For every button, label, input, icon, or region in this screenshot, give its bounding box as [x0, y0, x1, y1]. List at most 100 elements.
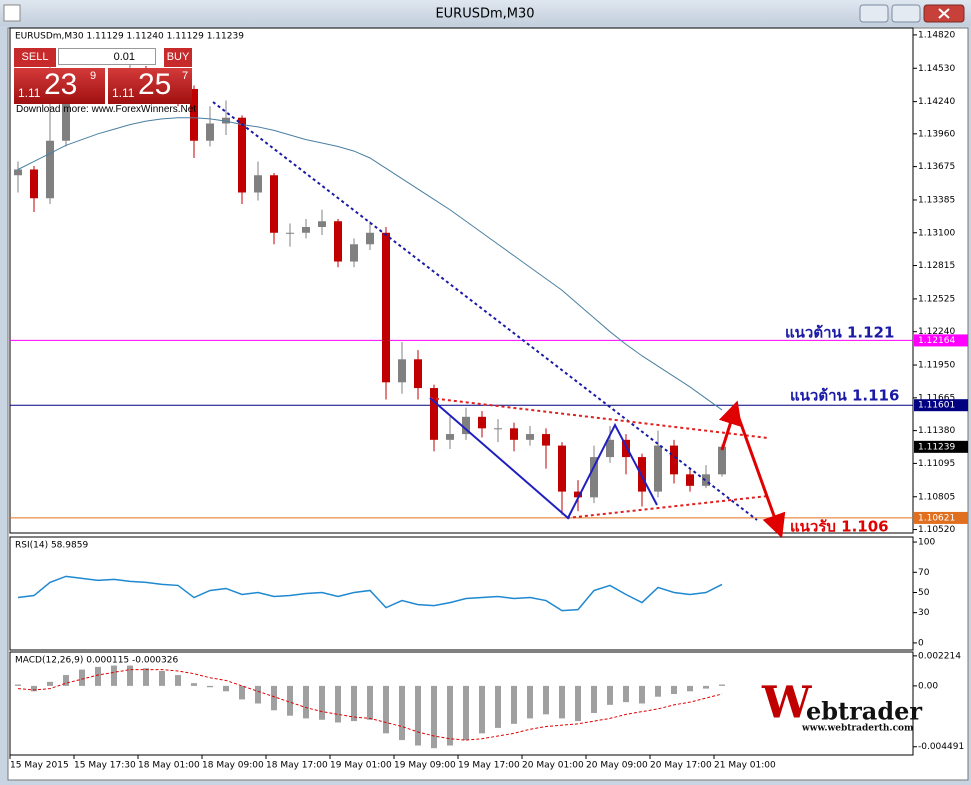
- y-tick-label: 1.11095: [918, 459, 955, 469]
- macd-bar: [287, 685, 293, 716]
- minimize-button[interactable]: [859, 4, 889, 23]
- macd-bar: [719, 684, 725, 686]
- macd-bar: [399, 685, 405, 741]
- candle-body: [526, 434, 534, 440]
- y-tick-label: 1.12240: [918, 327, 955, 337]
- macd-bar: [431, 685, 437, 749]
- candle-body: [302, 227, 310, 233]
- candle-body: [14, 169, 22, 176]
- macd-bar: [479, 685, 485, 734]
- candle-body: [686, 474, 694, 486]
- level-price-label: 1.11601: [918, 401, 955, 411]
- macd-bar: [31, 685, 37, 692]
- y-tick-label: 0.00: [918, 681, 938, 691]
- y-tick-label: 100: [918, 538, 935, 548]
- macd-bar: [383, 685, 389, 734]
- candle-body: [30, 169, 38, 199]
- macd-bar: [79, 669, 85, 686]
- macd-bar: [47, 681, 53, 686]
- level-price-label: 1.12164: [918, 336, 955, 346]
- x-tick-label: 19 May 17:00: [458, 761, 520, 771]
- x-tick-label: 18 May 01:00: [138, 761, 200, 771]
- rsi-line: [17, 575, 723, 612]
- candle-body: [654, 445, 662, 492]
- close-icon: [938, 8, 950, 19]
- candle-body: [286, 232, 294, 234]
- macd-bar: [575, 685, 581, 722]
- arrow-down: [734, 409, 786, 539]
- triangle-upper: [429, 397, 769, 439]
- x-tick-label: 21 May 01:00: [714, 761, 776, 771]
- last-price-box: [914, 440, 968, 453]
- level-price-label: 1.10621: [918, 513, 955, 523]
- y-tick-label: 1.12815: [918, 261, 955, 271]
- y-tick-label: 70: [918, 568, 930, 578]
- macd-signal: [17, 669, 723, 741]
- window-title: EURUSDm,M30: [435, 7, 534, 22]
- macd-bar: [335, 685, 341, 723]
- y-tick-label: 1.13960: [918, 129, 955, 139]
- trade-panel: SELL 0.01 BUY 1.11 23 9 1.11 25 7: [14, 48, 192, 104]
- buy-price-box[interactable]: 1.11 25 7: [108, 68, 192, 104]
- macd-bar: [271, 685, 277, 711]
- candle-body: [718, 446, 726, 475]
- y-tick-label: 0.002214: [918, 651, 961, 661]
- x-tick-label: 20 May 01:00: [522, 761, 584, 771]
- candle-body: [494, 428, 502, 430]
- sell-button[interactable]: SELL: [14, 48, 56, 67]
- candle-body: [462, 416, 470, 435]
- macd-bar: [303, 685, 309, 719]
- y-tick-label: 1.14530: [918, 64, 955, 74]
- macd-bar: [159, 670, 165, 686]
- watermark: W ebtrader www.webtraderth.com: [761, 678, 922, 734]
- candle-body: [206, 123, 214, 141]
- macd-bar: [463, 685, 469, 741]
- macd-bar: [495, 685, 501, 728]
- level-annotation: แนวรับ 1.106: [790, 518, 889, 536]
- level-price-box: [914, 511, 968, 524]
- x-tick-label: 18 May 09:00: [202, 761, 264, 771]
- candle-body: [398, 359, 406, 383]
- macd-bar: [111, 665, 117, 686]
- y-tick-label: 1.13675: [918, 162, 955, 172]
- y-tick-label: -0.004491: [918, 742, 964, 752]
- y-tick-label: 1.14240: [918, 97, 955, 107]
- buy-button[interactable]: BUY: [164, 48, 192, 67]
- macd-bar: [15, 684, 21, 686]
- candle-body: [222, 117, 230, 124]
- macd-bar: [527, 685, 533, 719]
- candle-body: [702, 474, 710, 486]
- macd-bar: [607, 685, 613, 705]
- sell-price-big: 23: [44, 68, 78, 101]
- panel-title: EURUSDm,M30 1.11129 1.11240 1.11129 1.11…: [15, 32, 244, 42]
- last-price-label: 1.11239: [918, 442, 955, 452]
- candle-body: [350, 244, 358, 262]
- candle-body: [46, 140, 54, 199]
- restore-button[interactable]: [891, 4, 921, 23]
- level-price-box: [914, 334, 968, 347]
- macd-bar: [671, 685, 677, 695]
- candle-body: [414, 359, 422, 389]
- x-tick-label: 19 May 09:00: [394, 761, 456, 771]
- candle-body: [622, 439, 630, 458]
- y-tick-label: 1.13100: [918, 228, 955, 238]
- sell-price-prefix: 1.11: [18, 86, 41, 100]
- macd-bar: [703, 685, 709, 689]
- macd-bar: [223, 685, 229, 692]
- macd-bar: [415, 685, 421, 746]
- zigzag: [429, 397, 658, 520]
- candle-body: [62, 94, 70, 141]
- macd-bar: [127, 665, 133, 686]
- macd-bar: [255, 685, 261, 704]
- level-annotation: แนวต้าน 1.121: [785, 324, 894, 342]
- macd-bar: [639, 685, 645, 704]
- y-tick-label: 1.10805: [918, 492, 955, 502]
- sell-price-box[interactable]: 1.11 23 9: [14, 68, 105, 104]
- y-tick-label: 30: [918, 608, 930, 618]
- macd-bar: [623, 685, 629, 703]
- candle-body: [430, 388, 438, 440]
- lot-input[interactable]: 0.01: [58, 48, 156, 65]
- buy-price-big: 25: [138, 68, 172, 101]
- candle-body: [238, 117, 246, 193]
- y-tick-label: 1.13385: [918, 195, 955, 205]
